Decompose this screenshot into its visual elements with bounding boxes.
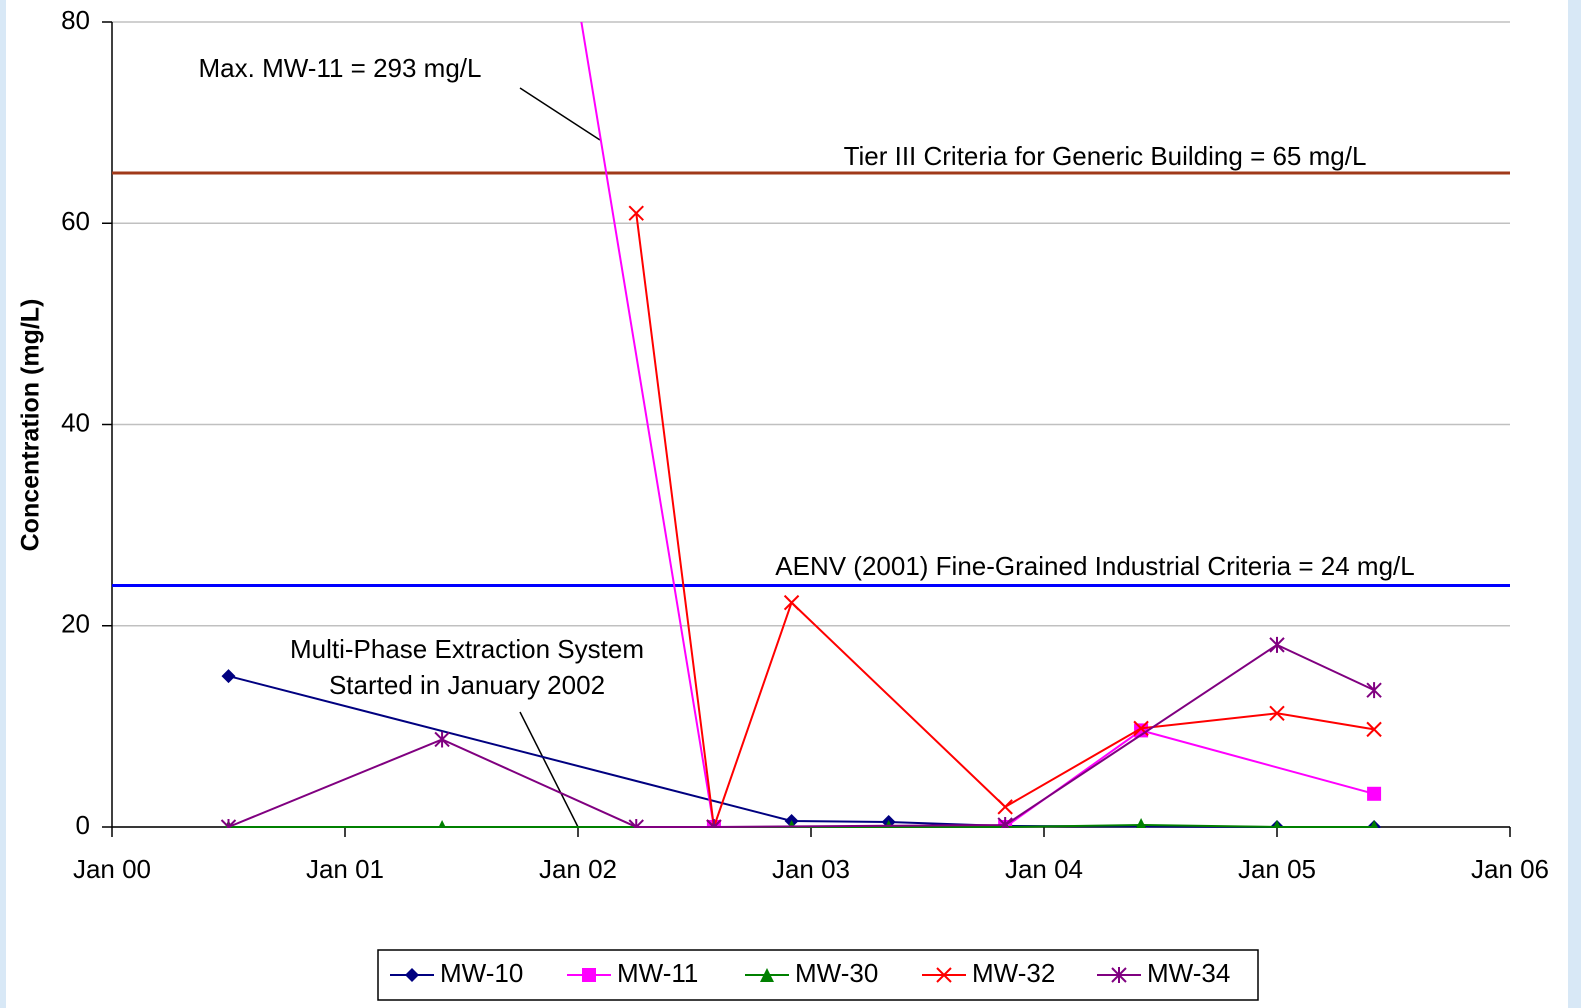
annotation: Started in January 2002	[329, 670, 605, 700]
annotation: Max. MW-11 = 293 mg/L	[199, 53, 482, 83]
annotation-arrow	[519, 711, 579, 828]
x-tick-label: Jan 02	[539, 854, 617, 884]
plot-area	[220, 22, 1382, 828]
data-point	[221, 669, 236, 684]
reference-label: AENV (2001) Fine-Grained Industrial Crit…	[775, 551, 1414, 581]
x-tick-label: Jan 01	[306, 854, 384, 884]
legend-label: MW-11	[617, 958, 698, 988]
data-point	[628, 819, 644, 828]
legend-label: MW-32	[972, 958, 1055, 988]
chart-background	[6, 0, 1568, 1008]
data-point	[434, 731, 450, 748]
y-axis-label: Concentration (mg/L)	[17, 299, 45, 552]
data-point	[1269, 705, 1285, 722]
data-point	[1370, 820, 1379, 828]
data-point	[1269, 636, 1285, 653]
y-tick-label: 80	[61, 5, 90, 35]
reference-label: Tier III Criteria for Generic Building =…	[844, 141, 1367, 171]
x-tick-label: Jan 00	[73, 854, 151, 884]
data-point	[220, 819, 237, 828]
y-tick-label: 0	[76, 810, 90, 840]
x-tick-label: Jan 06	[1471, 854, 1549, 884]
legend-marker	[936, 967, 952, 983]
legend-marker	[1111, 967, 1127, 983]
data-point	[783, 594, 800, 611]
x-tick-label: Jan 03	[772, 854, 850, 884]
legend-marker	[405, 968, 419, 982]
x-tick-label: Jan 05	[1238, 854, 1316, 884]
y-tick-label: 40	[61, 407, 90, 437]
data-point	[1134, 723, 1149, 738]
legend-marker	[582, 968, 596, 982]
data-point	[628, 205, 644, 221]
legend-marker	[760, 968, 774, 982]
y-tick-label: 20	[61, 609, 90, 639]
data-point	[706, 819, 722, 828]
data-point	[1133, 720, 1149, 737]
data-point	[1273, 820, 1281, 828]
data-point	[1366, 682, 1382, 699]
data-point	[997, 799, 1013, 815]
annotation-arrow	[519, 87, 601, 141]
y-tick-label: 60	[61, 206, 90, 236]
legend-label: MW-30	[795, 958, 878, 988]
legend-label: MW-34	[1147, 958, 1230, 988]
data-point	[1367, 786, 1382, 801]
data-point	[997, 816, 1013, 828]
data-point	[1136, 817, 1147, 828]
legend-label: MW-10	[440, 958, 523, 988]
data-point	[1366, 721, 1382, 738]
annotation: Multi-Phase Extraction System	[290, 634, 644, 664]
data-point	[438, 820, 447, 828]
x-tick-label: Jan 04	[1005, 854, 1083, 884]
